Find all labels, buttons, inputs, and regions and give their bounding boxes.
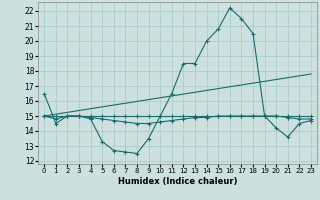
X-axis label: Humidex (Indice chaleur): Humidex (Indice chaleur) [118,177,237,186]
